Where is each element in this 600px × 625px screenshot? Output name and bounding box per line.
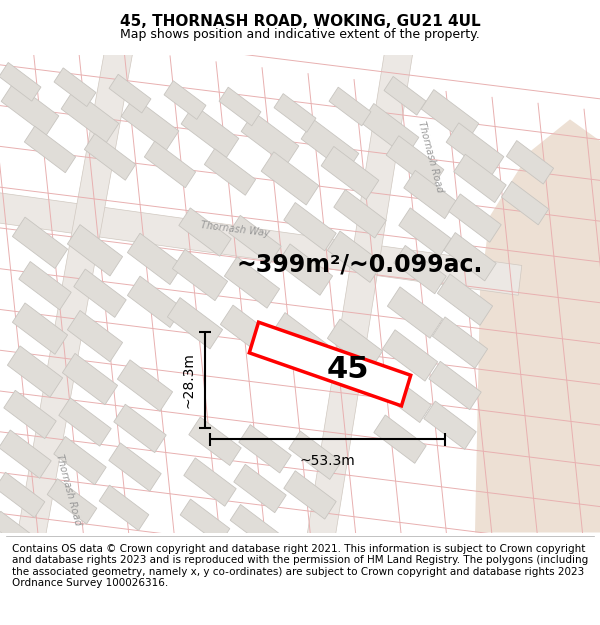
Polygon shape [167, 298, 223, 349]
Polygon shape [179, 208, 231, 256]
Polygon shape [433, 317, 488, 368]
Polygon shape [234, 464, 286, 512]
Polygon shape [0, 430, 51, 478]
Polygon shape [229, 216, 281, 264]
Polygon shape [506, 141, 554, 184]
Polygon shape [109, 443, 161, 491]
Polygon shape [67, 311, 122, 362]
Polygon shape [444, 232, 496, 281]
Polygon shape [239, 424, 291, 473]
Text: Thornash Road: Thornash Road [53, 452, 82, 526]
Polygon shape [274, 94, 316, 132]
Polygon shape [219, 87, 261, 126]
Polygon shape [449, 194, 501, 242]
Polygon shape [437, 274, 493, 326]
Polygon shape [99, 485, 149, 531]
Polygon shape [54, 68, 96, 106]
Polygon shape [249, 322, 411, 406]
Polygon shape [13, 217, 68, 269]
Polygon shape [289, 431, 341, 479]
Polygon shape [0, 472, 45, 518]
Polygon shape [394, 246, 446, 294]
Polygon shape [109, 74, 151, 113]
Polygon shape [121, 97, 179, 150]
Polygon shape [0, 511, 38, 554]
Polygon shape [0, 62, 41, 101]
Text: Thornash Road: Thornash Road [416, 120, 445, 194]
Polygon shape [306, 42, 414, 546]
Polygon shape [421, 89, 479, 142]
Polygon shape [429, 361, 481, 409]
Text: Thornash Way: Thornash Way [200, 219, 270, 238]
Polygon shape [384, 76, 426, 115]
Text: ~399m²/~0.099ac.: ~399m²/~0.099ac. [237, 253, 483, 276]
Polygon shape [74, 269, 126, 318]
Polygon shape [261, 152, 319, 205]
Polygon shape [54, 436, 106, 485]
Polygon shape [16, 41, 134, 546]
Polygon shape [475, 119, 600, 532]
Polygon shape [454, 154, 506, 202]
Polygon shape [172, 249, 227, 301]
Polygon shape [164, 81, 206, 119]
Polygon shape [277, 244, 332, 295]
Text: Contains OS data © Crown copyright and database right 2021. This information is : Contains OS data © Crown copyright and d… [12, 544, 588, 588]
Polygon shape [127, 233, 182, 284]
Polygon shape [382, 330, 437, 381]
Polygon shape [189, 417, 241, 466]
Polygon shape [62, 353, 118, 405]
Polygon shape [329, 87, 371, 126]
Polygon shape [67, 224, 122, 276]
Polygon shape [424, 401, 476, 449]
Polygon shape [127, 276, 182, 328]
Polygon shape [272, 312, 328, 364]
Polygon shape [13, 303, 68, 354]
Polygon shape [404, 171, 456, 219]
Polygon shape [284, 202, 336, 251]
Polygon shape [301, 119, 359, 172]
Polygon shape [388, 287, 443, 338]
Polygon shape [386, 136, 444, 189]
Polygon shape [114, 404, 166, 452]
Polygon shape [145, 141, 196, 188]
Polygon shape [205, 149, 256, 195]
Polygon shape [399, 208, 451, 256]
Polygon shape [7, 346, 62, 398]
Polygon shape [379, 374, 431, 423]
Polygon shape [321, 146, 379, 199]
Polygon shape [59, 398, 111, 446]
Polygon shape [446, 123, 504, 176]
Polygon shape [328, 231, 383, 282]
Polygon shape [374, 415, 426, 463]
Text: 45, THORNASH ROAD, WOKING, GU21 4UL: 45, THORNASH ROAD, WOKING, GU21 4UL [119, 14, 481, 29]
Polygon shape [118, 360, 173, 411]
Text: Map shows position and indicative extent of the property.: Map shows position and indicative extent… [120, 28, 480, 41]
Polygon shape [180, 499, 230, 544]
Polygon shape [61, 89, 119, 142]
Polygon shape [230, 504, 280, 550]
Polygon shape [334, 189, 386, 238]
Polygon shape [25, 126, 76, 173]
Polygon shape [85, 134, 136, 180]
Polygon shape [4, 390, 56, 439]
Polygon shape [224, 257, 280, 308]
Polygon shape [0, 191, 522, 295]
Text: ~53.3m: ~53.3m [299, 454, 355, 468]
Polygon shape [361, 104, 419, 157]
Polygon shape [47, 479, 97, 524]
Polygon shape [502, 181, 548, 225]
Polygon shape [220, 305, 275, 356]
Polygon shape [328, 319, 383, 371]
Polygon shape [181, 104, 239, 158]
Text: ~28.3m: ~28.3m [181, 352, 195, 408]
Text: 45: 45 [327, 355, 369, 384]
Polygon shape [241, 112, 299, 165]
Polygon shape [19, 261, 71, 310]
Polygon shape [1, 82, 59, 135]
Polygon shape [184, 458, 236, 506]
Polygon shape [284, 471, 336, 519]
